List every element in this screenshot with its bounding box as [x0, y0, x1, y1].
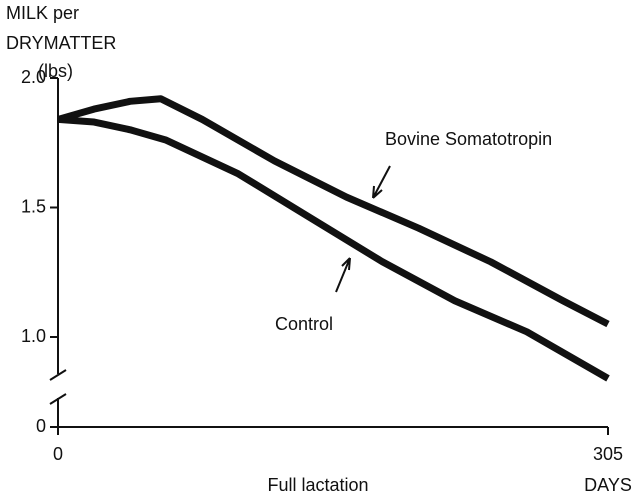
y-tick-label: 1.5 — [21, 196, 46, 216]
x-axis-unit: DAYS — [584, 475, 632, 495]
legend-label: Bovine Somatotropin — [385, 129, 552, 149]
x-tick-label: 0 — [53, 444, 63, 464]
x-tick-label: 305 — [593, 444, 623, 464]
y-axis-label: (lbs) — [38, 61, 73, 81]
y-tick-label: 1.0 — [21, 326, 46, 346]
line — [57, 115, 610, 382]
y-axis-label: MILK per — [6, 3, 79, 23]
y-axis-label: DRYMATTER — [6, 33, 116, 53]
y-tick-label: 2.0 — [21, 67, 46, 87]
line — [57, 95, 610, 328]
x-axis-label: Full lactation — [267, 475, 368, 495]
annotation-arrow — [335, 257, 351, 293]
legend-label: Control — [275, 314, 333, 334]
y-tick-label: 0 — [36, 416, 46, 436]
annotation-arrow — [372, 165, 391, 199]
axis-break — [49, 369, 67, 405]
